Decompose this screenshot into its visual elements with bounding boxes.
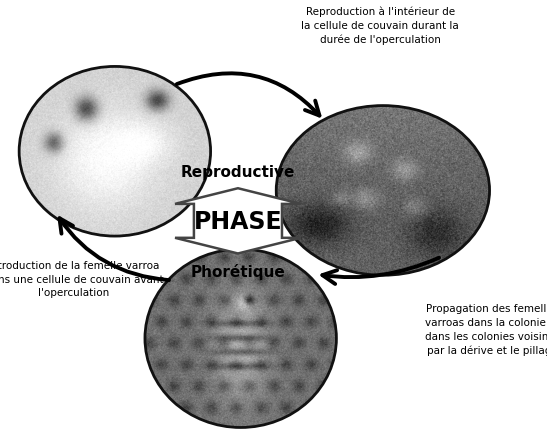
Text: Reproductive: Reproductive <box>181 164 295 179</box>
Text: PHASE: PHASE <box>194 209 282 233</box>
Text: Phorétique: Phorétique <box>190 263 286 279</box>
Text: Propagation des femelles
varroas dans la colonie et
dans les colonies voisines
p: Propagation des femelles varroas dans la… <box>424 304 547 355</box>
Text: Introduction de la femelle varroa
dans une cellule de couvain avant
l'operculati: Introduction de la femelle varroa dans u… <box>0 260 163 298</box>
Polygon shape <box>175 189 301 254</box>
Text: Reproduction à l'intérieur de
la cellule de couvain durant la
durée de l'opercul: Reproduction à l'intérieur de la cellule… <box>301 7 459 45</box>
